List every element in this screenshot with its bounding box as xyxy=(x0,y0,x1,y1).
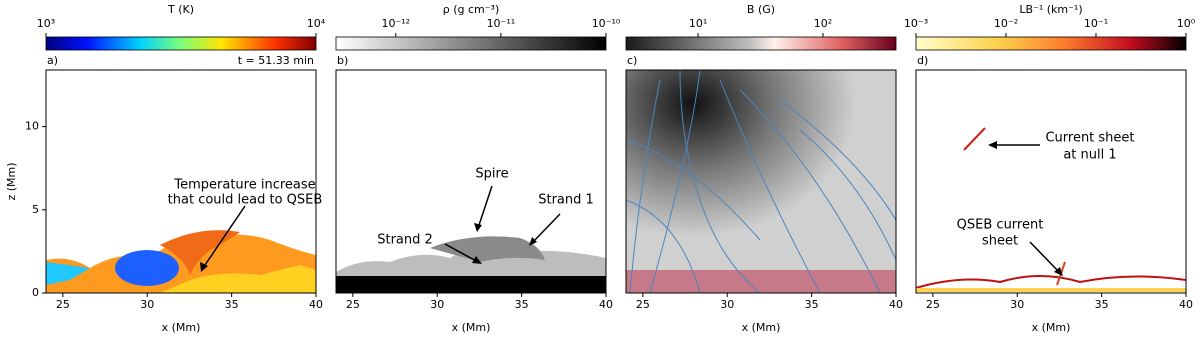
time-label: t = 51.33 min xyxy=(238,54,314,67)
x-tick-label: 40 xyxy=(599,298,613,311)
annotation: sheet xyxy=(982,234,1018,249)
colorbar xyxy=(915,36,1187,51)
colorbar-tick-label: 10⁻² xyxy=(994,17,1018,30)
plot-frame xyxy=(625,69,897,294)
x-tick-label: 30 xyxy=(720,298,734,311)
plot-frame xyxy=(335,69,607,294)
plot-frame xyxy=(45,69,317,294)
x-axis-label: x (Mm) xyxy=(162,321,201,334)
colorbar-tick-label: 10⁻¹¹ xyxy=(487,17,516,30)
panel-label: a) xyxy=(47,54,58,67)
panel-label: d) xyxy=(917,54,928,67)
annotation: Spire xyxy=(475,167,508,182)
colorbar xyxy=(45,36,317,51)
x-tick-label: 25 xyxy=(56,298,70,311)
x-tick-label: 30 xyxy=(1010,298,1024,311)
x-tick-label: 40 xyxy=(309,298,323,311)
y-tick-label: 5 xyxy=(32,203,39,216)
colorbar-label: T (K) xyxy=(167,3,194,16)
colorbar-tick-label: 10⁻¹ xyxy=(1084,17,1108,30)
colorbar-label: B (G) xyxy=(747,3,775,16)
x-tick-label: 25 xyxy=(346,298,360,311)
colorbar-tick-label: 10⁰ xyxy=(1177,17,1196,30)
arrow-heads xyxy=(200,141,1063,276)
annotation: Strand 2 xyxy=(377,233,433,248)
colorbar-tick-label: 10⁻¹⁰ xyxy=(592,17,621,30)
y-tick-label: 0 xyxy=(32,286,39,299)
annotation: that could lead to QSEB xyxy=(168,193,323,208)
colorbar xyxy=(335,36,607,51)
colorbar-tick-label: 10⁻³ xyxy=(904,17,928,30)
annotation: Current sheet xyxy=(1045,131,1134,146)
annotation: Temperature increase xyxy=(173,178,315,193)
arrows xyxy=(202,144,1061,274)
plot-frame xyxy=(915,69,1187,294)
colorbar-label: ρ (g cm⁻³) xyxy=(443,3,500,16)
y-tick-label: 10 xyxy=(25,120,39,133)
x-axis-label: x (Mm) xyxy=(1032,321,1071,334)
x-tick-label: 40 xyxy=(1179,298,1193,311)
colorbar-tick-label: 10¹ xyxy=(689,17,707,30)
colorbar-label: LB⁻¹ (km⁻¹) xyxy=(1019,3,1082,16)
panel-label: c) xyxy=(627,54,637,67)
x-tick-label: 35 xyxy=(225,298,239,311)
x-axis-label: x (Mm) xyxy=(452,321,491,334)
x-tick-label: 25 xyxy=(926,298,940,311)
x-tick-label: 30 xyxy=(140,298,154,311)
y-axis-label: z (Mm) xyxy=(5,162,18,200)
x-tick-label: 35 xyxy=(515,298,529,311)
colorbar-tick-label: 10⁻¹² xyxy=(381,17,410,30)
annotation: QSEB current xyxy=(957,218,1044,233)
x-tick-label: 35 xyxy=(805,298,819,311)
x-tick-label: 25 xyxy=(636,298,650,311)
colorbar-tick-label: 10³ xyxy=(37,17,55,30)
panel-label: b) xyxy=(337,54,348,67)
x-tick-label: 35 xyxy=(1095,298,1109,311)
x-axis-label: x (Mm) xyxy=(742,321,781,334)
panel-image xyxy=(46,70,1187,293)
x-tick-label: 30 xyxy=(430,298,444,311)
annotation: at null 1 xyxy=(1063,148,1116,163)
x-tick-label: 40 xyxy=(889,298,903,311)
annotation: Strand 1 xyxy=(538,193,594,208)
colorbar-tick-label: 10² xyxy=(814,17,832,30)
colorbar-tick-label: 10⁴ xyxy=(307,17,326,30)
colorbar xyxy=(625,36,897,51)
